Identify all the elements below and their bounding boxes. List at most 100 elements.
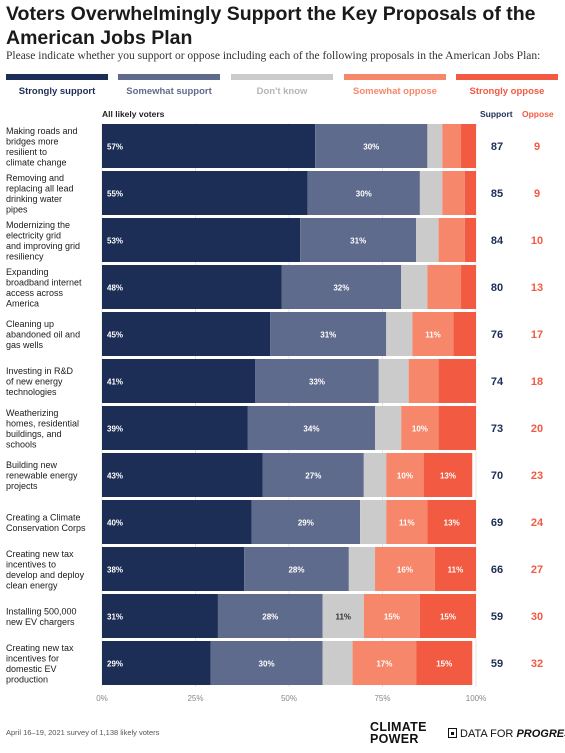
data-label: 15% — [384, 613, 400, 622]
data-label: 16% — [397, 566, 413, 575]
bar-segment-somewhat-oppose — [427, 265, 462, 309]
data-label: 31% — [320, 331, 336, 340]
category-label: Expanding broadband internet access across… — [6, 267, 82, 309]
support-total: 80 — [491, 282, 503, 294]
data-label: 55% — [107, 190, 123, 199]
bar-segment-don-t-know — [363, 453, 387, 497]
data-label: 45% — [107, 331, 123, 340]
legend-label: Don't know — [256, 86, 308, 97]
oppose-column-header: Oppose — [522, 109, 554, 119]
data-label: 29% — [298, 519, 314, 528]
support-total: 59 — [491, 611, 503, 623]
bar-segment-somewhat-support — [300, 218, 417, 262]
support-total: 87 — [491, 141, 503, 153]
category-label: Installing 500,000 new EV chargers — [6, 606, 77, 627]
category-label: Removing and replacing all lead drinking w… — [6, 173, 74, 215]
bar-segment-don-t-know — [427, 124, 443, 168]
x-tick-label: 25% — [187, 694, 203, 703]
legend-label: Strongly support — [18, 86, 96, 97]
data-label: 17% — [376, 660, 392, 669]
bar-segment-somewhat-support — [307, 171, 420, 215]
bar-segment-strongly-oppose — [464, 218, 476, 262]
bar-segment-strongly-oppose — [438, 406, 476, 450]
survey-note: April 16–19, 2021 survey of 1,138 likely… — [6, 728, 160, 737]
data-label: 40% — [107, 519, 123, 528]
bar-segment-strongly-support — [102, 359, 256, 403]
oppose-total: 17 — [531, 329, 543, 341]
legend: Strongly support Somewhat support Don't … — [6, 74, 558, 100]
data-label: 11% — [425, 331, 441, 340]
bar-segment-don-t-know — [401, 265, 428, 309]
oppose-total: 9 — [534, 141, 540, 153]
bar-segment-strongly-oppose — [461, 124, 476, 168]
bar-segment-somewhat-support — [270, 312, 387, 356]
data-label: 11% — [448, 566, 464, 575]
bar-segment-somewhat-oppose — [438, 218, 465, 262]
data-label: 53% — [107, 237, 123, 246]
oppose-total: 32 — [531, 658, 543, 670]
data-for-progress-logo: DATA FOR PROGRESS — [448, 728, 565, 740]
data-label: 39% — [107, 425, 123, 434]
legend-item-strongly-oppose: Strongly oppose — [456, 74, 558, 97]
data-label: 28% — [262, 613, 278, 622]
climate-power-logo: CLIMATE POWER — [370, 720, 427, 746]
data-label: 10% — [397, 472, 413, 481]
support-total: 76 — [491, 329, 503, 341]
bar-segment-don-t-know — [419, 171, 443, 215]
data-label: 29% — [107, 660, 123, 669]
data-label: 31% — [107, 613, 123, 622]
dfp-icon — [448, 728, 457, 738]
legend-swatch — [344, 74, 446, 80]
support-column-header: Support — [480, 109, 513, 119]
bar-segment-strongly-oppose — [453, 312, 476, 356]
bar-segment-don-t-know — [375, 406, 402, 450]
legend-item-somewhat-oppose: Somewhat oppose — [344, 74, 446, 97]
bar-segment-strongly-support — [102, 124, 316, 168]
bar-segment-somewhat-support — [217, 594, 323, 638]
bar-segment-somewhat-support — [247, 406, 376, 450]
bar-segment-somewhat-oppose — [386, 500, 428, 544]
support-total: 70 — [491, 470, 503, 482]
data-label: 10% — [412, 425, 428, 434]
legend-label: Strongly oppose — [469, 86, 545, 97]
bar-segment-somewhat-oppose — [442, 124, 462, 168]
oppose-total: 27 — [531, 564, 543, 576]
chart-title: Voters Overwhelmingly Support the Key Pr… — [6, 3, 536, 49]
bar-segment-somewhat-support — [255, 359, 379, 403]
bar-segment-strongly-oppose — [461, 265, 476, 309]
bar-segment-somewhat-oppose — [363, 594, 420, 638]
data-label: 15% — [440, 613, 456, 622]
x-tick-label: 100% — [466, 694, 486, 703]
data-label: 28% — [288, 566, 304, 575]
legend-item-dont-know: Don't know — [231, 74, 333, 97]
bar-segment-strongly-support — [102, 641, 211, 685]
data-label: 11% — [335, 613, 351, 622]
category-label: Creating new tax incentives for domestic E… — [6, 643, 74, 685]
bar-segment-strongly-support — [102, 312, 271, 356]
bar-segment-strongly-support — [102, 171, 308, 215]
oppose-total: 9 — [534, 188, 540, 200]
category-label: Building new renewable energy projects — [6, 460, 78, 491]
bar-segment-somewhat-oppose — [401, 406, 439, 450]
bar-segment-somewhat-oppose — [408, 359, 439, 403]
support-total: 66 — [491, 564, 503, 576]
data-label: 15% — [436, 660, 452, 669]
legend-item-somewhat-support: Somewhat support — [118, 74, 220, 97]
category-label: Creating a Climate Conservation Corps — [6, 512, 86, 533]
x-tick-label: 75% — [374, 694, 390, 703]
bar-segment-strongly-oppose — [427, 500, 476, 544]
bar-segment-somewhat-oppose — [412, 312, 454, 356]
bar-segment-don-t-know — [378, 359, 409, 403]
bar-segment-strongly-oppose — [438, 359, 476, 403]
data-label: 43% — [107, 472, 123, 481]
data-label: 34% — [303, 425, 319, 434]
support-total: 84 — [491, 235, 504, 247]
data-label: 38% — [107, 566, 123, 575]
legend-swatch — [6, 74, 108, 80]
bar-segment-somewhat-oppose — [386, 453, 424, 497]
bar-segment-somewhat-oppose — [442, 171, 465, 215]
data-label: 32% — [333, 284, 349, 293]
category-label: Weatherizing homes, residential buildings,… — [6, 408, 79, 450]
support-total: 85 — [491, 188, 503, 200]
